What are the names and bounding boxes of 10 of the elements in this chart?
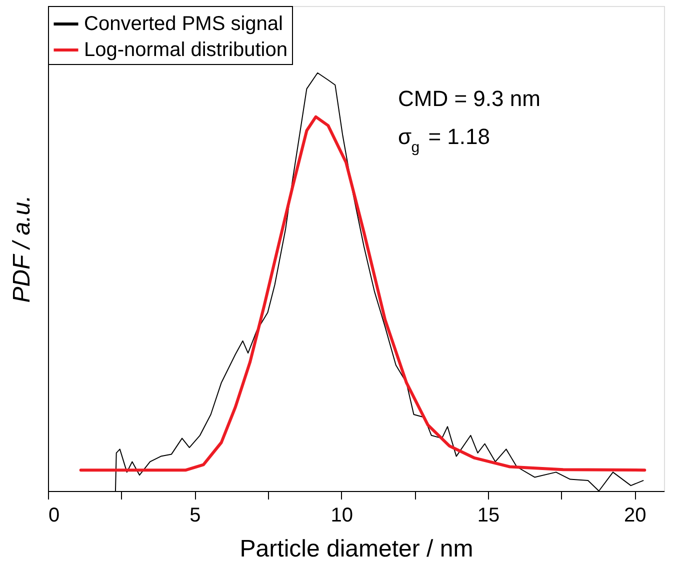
- x-tick-label: 10: [330, 504, 353, 526]
- legend-label: Log-normal distribution: [84, 39, 288, 61]
- x-tick-label: 15: [477, 504, 500, 526]
- y-axis-title: PDF / a.u.: [8, 195, 36, 303]
- x-tick-label: 20: [624, 504, 646, 526]
- annotation: CMD = 9.3 nm: [398, 86, 540, 111]
- x-axis-title: Particle diameter / nm: [240, 536, 474, 562]
- x-tick-label: 5: [190, 504, 201, 526]
- x-tick-label: 0: [48, 504, 60, 526]
- legend-label: Converted PMS signal: [84, 13, 283, 35]
